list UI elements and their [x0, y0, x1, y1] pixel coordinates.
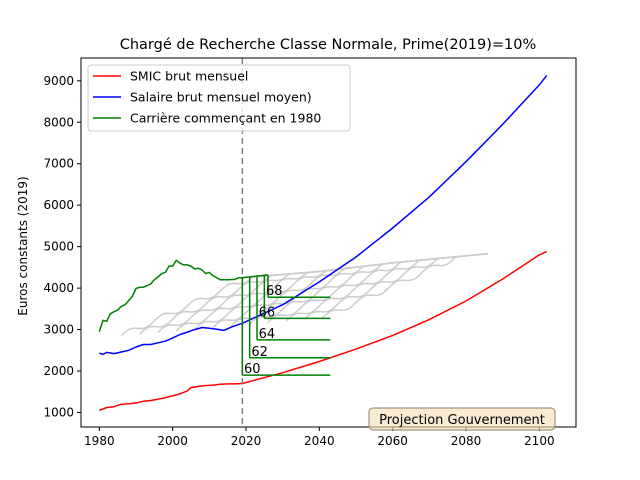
- chart-title: Chargé de Recherche Classe Normale, Prim…: [120, 37, 537, 53]
- y-tick-label: 1000: [43, 405, 74, 419]
- smic-line: [99, 250, 548, 412]
- x-tick-label: 2020: [231, 434, 262, 448]
- y-tick-label: 3000: [43, 323, 74, 337]
- x-tick-label: 1980: [84, 434, 115, 448]
- legend-label: Salaire brut mensuel moyen): [130, 90, 312, 105]
- x-tick-label: 2080: [451, 434, 482, 448]
- plot-frame: [80, 57, 577, 428]
- y-tick-label: 8000: [43, 115, 74, 129]
- projection-box-frame: [368, 407, 556, 431]
- x-tick-label: 2000: [157, 434, 188, 448]
- y-tick-label: 2000: [43, 364, 74, 378]
- carriere-line: [98, 259, 269, 332]
- x-axis: 1980 2000 2020 2040 2060 2080 2100: [84, 427, 555, 448]
- x-tick-label: 2040: [304, 434, 335, 448]
- legend-frame: [87, 64, 351, 132]
- y-tick-label: 5000: [43, 240, 74, 254]
- y-tick-label: 9000: [43, 74, 74, 88]
- y-axis: 1000 2000 3000 4000 5000 6000 7000 8000 9000: [43, 74, 81, 419]
- retirement-age-label: 68: [266, 284, 283, 299]
- legend: SMIC brut mensuel Salaire brut mensuel mo…: [87, 64, 351, 132]
- y-tick-label: 4000: [43, 281, 74, 295]
- retirement-age-label: 60: [244, 362, 261, 377]
- y-axis-label: Euros constants (2019): [16, 176, 30, 315]
- y-tick-label: 6000: [43, 198, 74, 212]
- other-career-line: [212, 258, 430, 329]
- x-tick-label: 2100: [524, 434, 555, 448]
- legend-label: Carrière commençant en 1980: [130, 111, 321, 126]
- retirement-age-label: 64: [259, 327, 276, 342]
- retirement-age-label: 62: [251, 345, 268, 360]
- projection-box: Projection Gouvernement: [368, 407, 556, 431]
- projection-box-text: Projection Gouvernement: [379, 413, 545, 428]
- y-tick-label: 7000: [43, 157, 74, 171]
- x-tick-label: 2060: [377, 434, 408, 448]
- other-careers-layer: [120, 252, 489, 337]
- retirement-layer: 60 62 64 66 68: [241, 274, 331, 377]
- other-career-envelope: [242, 252, 489, 279]
- other-career-line: [322, 253, 485, 319]
- retirement-age-label: 66: [259, 305, 276, 320]
- salaire-line: [99, 74, 548, 356]
- series-layer: [98, 58, 548, 427]
- legend-label: SMIC brut mensuel: [130, 69, 248, 84]
